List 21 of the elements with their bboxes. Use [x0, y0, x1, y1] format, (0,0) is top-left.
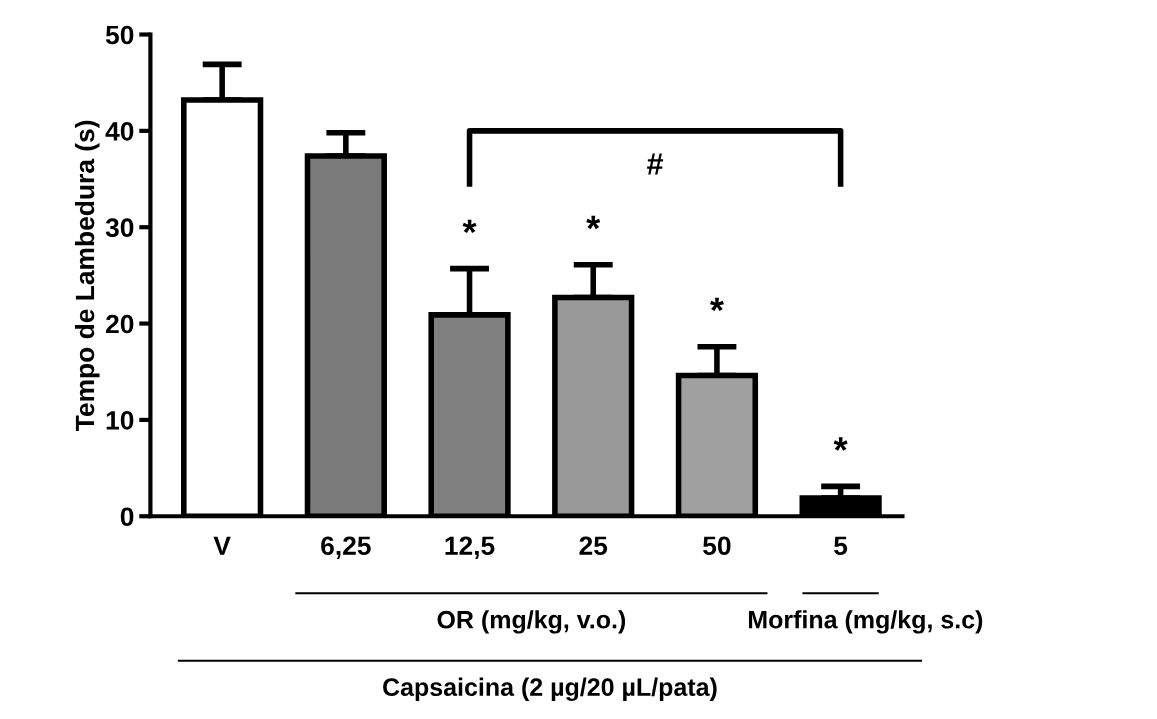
x-tick-label: 12,5: [445, 536, 495, 559]
annotation: *: [710, 297, 724, 312]
x-tick-label: 25: [579, 536, 608, 556]
annotation: #: [647, 153, 664, 175]
x-tick-label: V: [213, 536, 231, 555]
text: OR (mg/kg, v.o.): [437, 610, 626, 634]
annotation: *: [833, 437, 848, 451]
text: Morfina (mg/kg, s.c): [748, 610, 983, 634]
y-tick-label: 30: [105, 218, 134, 238]
y-axis-title: Tempo de Lambedura (s): [74, 120, 100, 431]
text: Capsaicina (2 µg/20 µL/pata): [383, 677, 717, 702]
x-tick-label: 5: [834, 536, 848, 556]
x-tick-label: 6,25: [321, 536, 371, 559]
y-tick-label: 40: [105, 121, 134, 141]
y-tick-label: 0: [120, 507, 134, 527]
y-tick-label: 10: [106, 411, 134, 430]
annotation: *: [586, 215, 601, 230]
y-tick-label: 20: [106, 314, 134, 334]
y-tick-label: 50: [105, 25, 134, 45]
annotation: *: [462, 219, 477, 234]
x-tick-label: 50: [703, 536, 731, 556]
